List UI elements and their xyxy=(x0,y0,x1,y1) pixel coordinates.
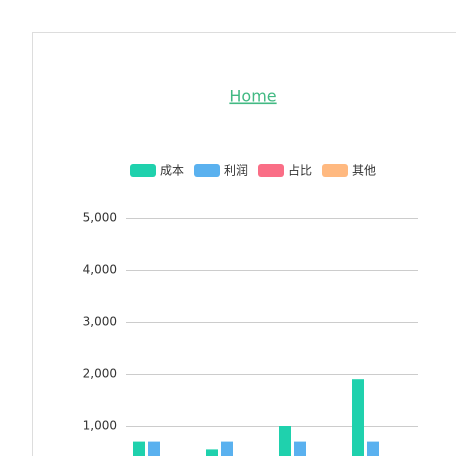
home-link[interactable]: Home xyxy=(229,87,276,106)
bar xyxy=(367,441,379,456)
legend-label: 占比 xyxy=(288,163,312,178)
legend-swatch xyxy=(194,164,220,177)
bar xyxy=(133,441,145,456)
bar xyxy=(206,449,218,456)
legend-label: 成本 xyxy=(160,164,184,178)
bar xyxy=(148,441,160,456)
y-tick-label: 4,000 xyxy=(83,263,117,277)
legend-swatch xyxy=(322,164,348,177)
legend-swatch xyxy=(258,164,284,177)
y-tick-label: 2,000 xyxy=(83,367,117,381)
bar xyxy=(221,441,233,456)
bar xyxy=(279,426,291,456)
legend-swatch xyxy=(130,164,156,177)
legend-label: 其他 xyxy=(352,164,376,178)
y-tick-label: 1,000 xyxy=(83,419,117,433)
y-tick-label: 3,000 xyxy=(83,315,117,329)
panel xyxy=(32,32,456,456)
bar xyxy=(352,379,364,456)
y-tick-label: 5,000 xyxy=(83,211,117,225)
legend-label: 利润 xyxy=(224,164,248,178)
bar xyxy=(294,441,306,456)
